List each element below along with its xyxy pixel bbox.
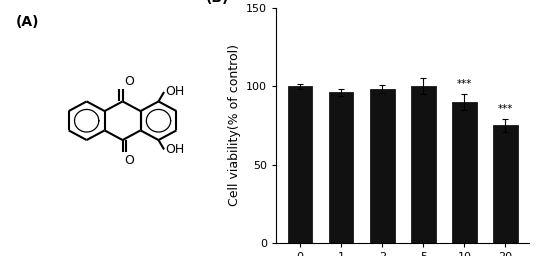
Bar [370, 89, 395, 243]
Text: OH: OH [166, 143, 185, 156]
Y-axis label: Cell viability(% of control): Cell viability(% of control) [228, 45, 241, 206]
Text: (B): (B) [206, 0, 229, 5]
Bar [493, 125, 518, 243]
Text: O: O [125, 75, 134, 88]
Bar [411, 86, 436, 243]
Bar [452, 102, 477, 243]
Text: OH: OH [166, 86, 185, 99]
Text: ***: *** [498, 104, 513, 114]
Bar [329, 92, 354, 243]
Text: (A): (A) [16, 15, 39, 29]
Bar [288, 86, 313, 243]
Text: ***: *** [457, 79, 472, 89]
Text: O: O [125, 154, 134, 167]
